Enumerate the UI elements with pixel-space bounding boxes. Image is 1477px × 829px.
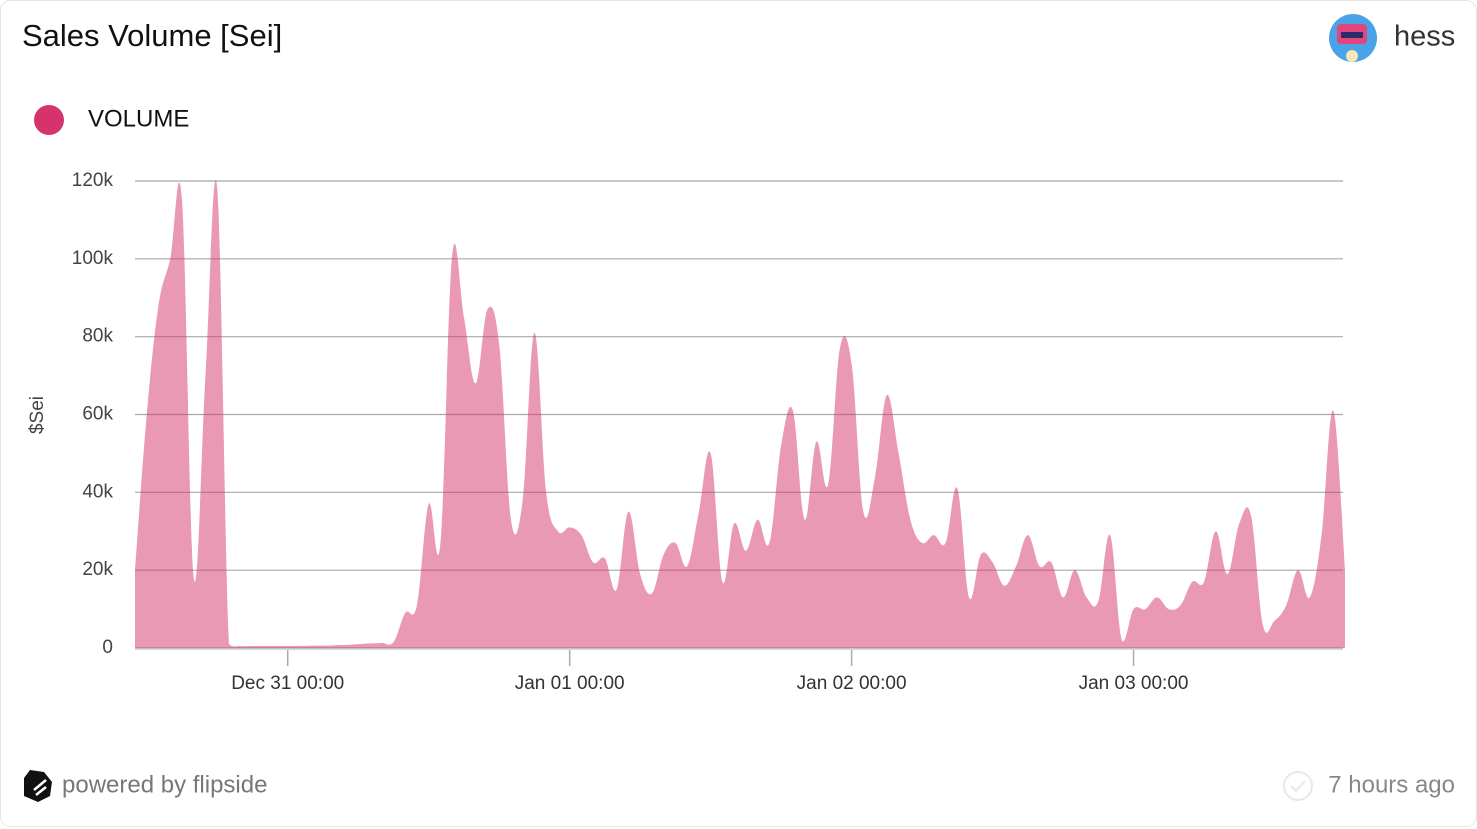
- y-tick-label: 80k: [82, 326, 113, 347]
- x-tick-label: Jan 02 00:00: [797, 673, 907, 694]
- plot: 0 20k 40k 60k 80k 100k 120k Dec 31 00:00 Jan 01 …: [72, 170, 1345, 694]
- y-tick-label: 120k: [72, 170, 114, 191]
- x-tick-label: Jan 01 00:00: [515, 673, 625, 694]
- author[interactable]: hess: [1394, 21, 1455, 53]
- x-tick-label: Jan 03 00:00: [1079, 673, 1189, 694]
- updated: 7 hours ago: [1328, 771, 1455, 798]
- y-tick-label: 100k: [72, 248, 114, 269]
- y-tick-label: 20k: [82, 559, 113, 580]
- y-tick-label: 40k: [82, 481, 113, 502]
- check-icon: [1283, 771, 1313, 801]
- legend: VOLUME: [34, 105, 189, 135]
- y-tick-label: 60k: [82, 404, 113, 425]
- footer[interactable]: powered by flipside: [62, 771, 267, 798]
- legend-label: VOLUME: [88, 105, 189, 132]
- y-tick-label: 0: [102, 637, 113, 658]
- x-tick-label: Dec 31 00:00: [231, 673, 344, 694]
- legend-swatch: [34, 105, 64, 135]
- flipside-logo: [24, 770, 52, 802]
- chart-title: Sales Volume [Sei]: [22, 18, 282, 53]
- check-mark: [1290, 780, 1306, 793]
- y-axis-label: $Sei: [27, 396, 48, 434]
- area: [135, 180, 1345, 648]
- avatar: [1329, 14, 1377, 62]
